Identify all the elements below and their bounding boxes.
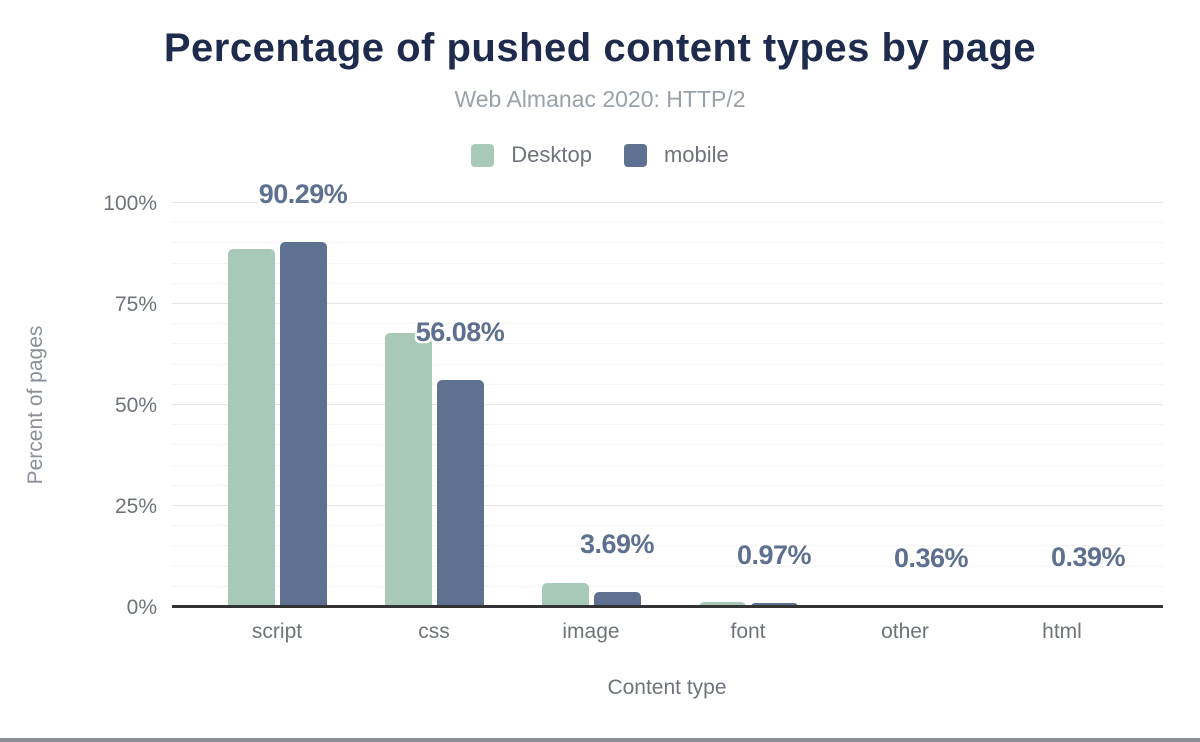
- bar-value-label-html: 0.39%: [1050, 542, 1126, 573]
- gridline-minor: [172, 424, 1163, 426]
- bar-mobile-css[interactable]: [436, 380, 484, 607]
- bar-value-label-image: 3.69%: [579, 529, 655, 560]
- gridline-minor: [172, 484, 1163, 486]
- gridline-minor: [172, 282, 1163, 284]
- bar-value-label-script: 90.29%: [258, 179, 348, 210]
- y-tick-label-75: 75%: [114, 293, 157, 316]
- category-label-script: script: [251, 620, 303, 643]
- legend-label-mobile: mobile: [663, 142, 729, 167]
- legend-item-mobile[interactable]: mobile: [623, 142, 729, 168]
- gridline-major: [172, 505, 1163, 506]
- category-label-other: other: [881, 620, 929, 643]
- gridline-major: [172, 303, 1163, 304]
- gridline-minor: [172, 262, 1163, 264]
- legend-swatch-desktop: [471, 143, 495, 167]
- category-label-css: css: [418, 620, 450, 643]
- gridline-minor: [172, 222, 1163, 224]
- gridline-minor: [172, 323, 1163, 325]
- legend-swatch-mobile: [623, 143, 647, 167]
- gridline-minor: [172, 242, 1163, 244]
- y-tick-label-25: 25%: [114, 495, 157, 518]
- category-label-html: html: [1042, 620, 1082, 643]
- gridline-minor: [172, 343, 1163, 345]
- category-label-font: font: [730, 620, 766, 643]
- y-tick-label-100: 100%: [103, 192, 157, 215]
- chart-title: Percentage of pushed content types by pa…: [163, 26, 1037, 70]
- bar-mobile-script[interactable]: [279, 242, 327, 607]
- gridline-minor: [172, 444, 1163, 446]
- legend: Desktop mobile: [0, 142, 1200, 168]
- gridline-minor: [172, 363, 1163, 365]
- bar-value-label-css: 56.08%: [415, 317, 505, 348]
- gridline-minor: [172, 525, 1163, 527]
- chart-subtitle: Web Almanac 2020: HTTP/2: [454, 86, 746, 112]
- bar-desktop-font[interactable]: [698, 602, 746, 607]
- bar-desktop-css[interactable]: [384, 332, 432, 607]
- gridline-minor: [172, 585, 1163, 587]
- plot-area: 90.29% 56.08% 3.69% 0.97% 0.36% 0.39%: [172, 179, 1163, 608]
- gridline-minor: [172, 464, 1163, 466]
- x-axis-line: [172, 605, 1163, 608]
- x-axis-title: Content type: [607, 676, 727, 699]
- gridline-minor: [172, 383, 1163, 385]
- y-tick-label-50: 50%: [114, 394, 157, 417]
- category-label-image: image: [562, 620, 620, 643]
- bar-value-label-font: 0.97%: [736, 540, 812, 571]
- gridline-minor: [172, 565, 1163, 567]
- gridline-minor: [172, 545, 1163, 547]
- gridline-major: [172, 202, 1163, 203]
- legend-item-desktop[interactable]: Desktop: [471, 142, 592, 168]
- legend-label-desktop: Desktop: [511, 142, 592, 167]
- bottom-separator-bar: [0, 738, 1200, 742]
- bar-desktop-image[interactable]: [541, 582, 589, 607]
- y-tick-label-0: 0%: [126, 596, 157, 619]
- bar-desktop-script[interactable]: [227, 249, 275, 607]
- bar-value-label-other: 0.36%: [893, 542, 969, 573]
- gridline-major: [172, 404, 1163, 405]
- bar-mobile-image[interactable]: [593, 592, 641, 607]
